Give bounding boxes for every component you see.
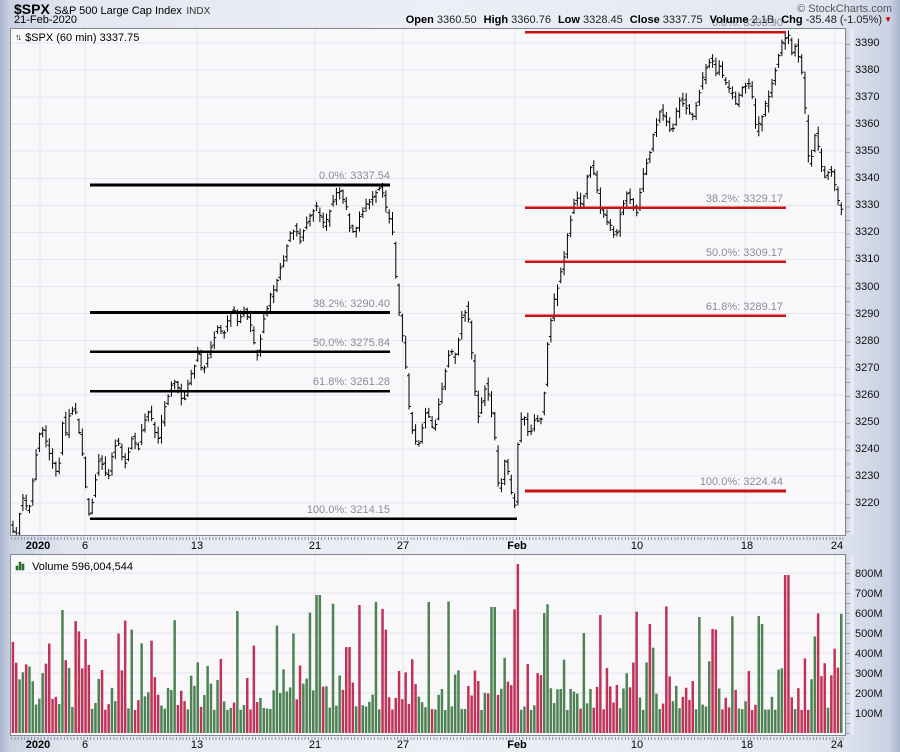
price-y-tick-label: 3260 [855, 388, 880, 401]
x-axis-label: Feb [507, 739, 527, 751]
open-label: Open [405, 14, 434, 26]
volume-x-axis-ticks [11, 737, 845, 740]
price-y-tick-label: 3320 [855, 226, 880, 239]
volume-panel: Volume 596,004,544 [10, 554, 846, 736]
volume-chart-canvas [11, 555, 845, 735]
price-y-tick-label: 3270 [855, 361, 880, 374]
volume-y-tick-label: 500M [855, 628, 883, 640]
price-y-axis: 3390 3380 3370 3360 3350 3340 3330 3320 3310 3300… [846, 29, 899, 535]
chg-value: -35.48 (-1.05%) [805, 14, 883, 26]
price-y-tick-label: 3360 [855, 118, 880, 131]
stockcharts-copyright: © StockCharts.com [797, 3, 892, 15]
symbol-exchange: INDX [186, 6, 211, 17]
price-y-tick-label: 3250 [855, 415, 880, 428]
volume-x-axis-labels: 2020 6 13 21 27 Feb 10 18 24 [10, 739, 846, 752]
x-axis-label: 21 [308, 739, 322, 751]
price-y-tick-label: 3230 [855, 469, 880, 482]
x-axis-label: 27 [396, 739, 410, 751]
up-down-arrows-icon: ↑↓ [15, 32, 22, 42]
x-axis-label: 24 [830, 540, 844, 552]
histogram-icon [15, 561, 25, 571]
price-legend: ↑↓ $SPX (60 min) 3337.75 [15, 32, 139, 44]
volume-y-axis: 800M 700M 600M 500M 400M 300M 200M 100M [846, 555, 899, 735]
price-y-tick-label: 3350 [855, 145, 880, 158]
chart-date: 21-Feb-2020 [14, 14, 77, 26]
x-axis-label: 6 [81, 739, 89, 751]
price-y-tick-label: 3290 [855, 307, 880, 320]
volume-y-tick-label: 700M [855, 588, 883, 600]
price-y-tick-label: 3280 [855, 334, 880, 347]
price-y-tick-label: 3220 [855, 496, 880, 509]
x-axis-label: 21 [308, 540, 322, 552]
x-axis-label: 2020 [25, 540, 51, 552]
price-chart-canvas [11, 29, 845, 535]
x-axis-label: 18 [740, 739, 754, 751]
x-axis-label: 13 [190, 540, 204, 552]
price-y-tick-label: 3310 [855, 253, 880, 266]
price-y-tick-label: 3390 [855, 37, 880, 49]
volume-y-tick-label: 600M [855, 608, 883, 620]
x-axis-label: 10 [630, 739, 644, 751]
volume-y-tick-label: 300M [855, 668, 883, 680]
open-value: 3360.50 [436, 14, 477, 26]
chg-label: Chg [781, 14, 803, 26]
volume-y-tick-label: 400M [855, 648, 883, 660]
x-axis-label: Feb [507, 540, 527, 552]
price-y-tick-label: 3240 [855, 442, 880, 455]
x-axis-label: 27 [396, 540, 410, 552]
price-y-tick-label: 3370 [855, 91, 880, 104]
price-y-tick-label: 3340 [855, 172, 880, 185]
low-label: Low [557, 14, 580, 26]
x-axis-label: 13 [190, 739, 204, 751]
chg-down-triangle-icon[interactable]: ▼ [884, 15, 892, 24]
low-value: 3328.45 [583, 14, 623, 26]
symbol: $SPX [14, 1, 50, 17]
price-x-axis-ticks [11, 537, 845, 540]
price-legend-text: $SPX (60 min) 3337.75 [25, 32, 140, 44]
close-value: 3337.75 [662, 14, 703, 26]
price-chart-panel: ↑↓ $SPX (60 min) 3337.75 [10, 28, 846, 536]
ohlc-quote: Open 3360.50 High 3360.76 Low 3328.45 Close… [406, 14, 892, 26]
x-axis-label: 18 [740, 540, 754, 552]
volume-label: Volume [709, 14, 749, 26]
price-y-tick-label: 3300 [855, 280, 880, 293]
volume-y-tick-label: 800M [855, 568, 883, 580]
x-axis-label: 6 [81, 540, 89, 552]
close-label: Close [629, 14, 660, 26]
high-label: High [483, 14, 509, 26]
symbol-name: S&P 500 Large Cap Index [54, 5, 182, 17]
x-axis-label: 10 [630, 540, 644, 552]
high-value: 3360.76 [511, 14, 551, 26]
x-axis-label: 24 [830, 739, 844, 751]
price-y-tick-label: 3330 [855, 199, 880, 212]
volume-y-tick-label: 100M [855, 708, 883, 720]
price-x-axis-labels: 2020 6 13 21 27 Feb 10 18 24 [10, 540, 846, 553]
volume-legend-text: Volume 596,004,544 [32, 561, 133, 573]
volume-legend: Volume 596,004,544 [15, 558, 133, 573]
x-axis-label: 2020 [25, 739, 51, 751]
volume-value: 2.1B [751, 14, 775, 26]
volume-y-tick-label: 200M [855, 688, 883, 700]
price-y-tick-label: 3380 [855, 64, 880, 77]
